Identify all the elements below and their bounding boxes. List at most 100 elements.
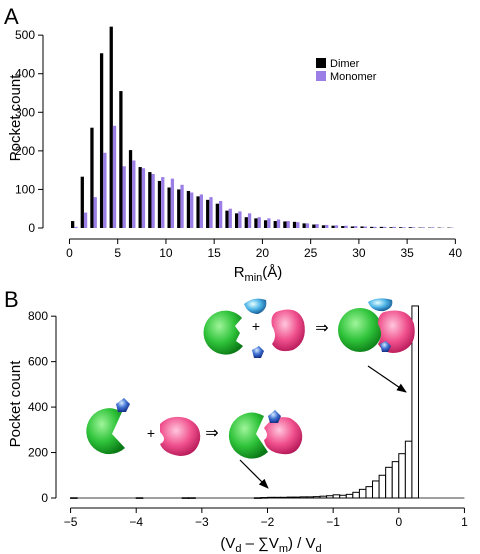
panel-a-xlabel-tail: (Å)	[262, 264, 282, 281]
histogram-bar	[332, 494, 341, 499]
panel-a-legend: Dimer Monomer	[316, 58, 377, 83]
reaction-arrow: ⇒	[315, 320, 328, 337]
histogram-bar	[378, 474, 387, 499]
x-tick-label: 15	[207, 246, 221, 260]
bar-dimer	[196, 196, 200, 228]
bar-dimer	[167, 187, 171, 228]
bar-monomer	[431, 227, 435, 228]
bar-monomer	[83, 212, 88, 228]
bar-dimer	[360, 226, 364, 228]
histogram-bar	[404, 440, 413, 499]
plus-sign: +	[252, 318, 260, 334]
x-tick-label: 40	[449, 246, 463, 260]
bar-monomer	[421, 227, 425, 228]
bar-dimer	[128, 150, 133, 228]
pink-monomer-shape-lower	[160, 416, 201, 456]
panel-b-xlabel-mid: – ∑V	[241, 535, 278, 552]
panel-b: B Pocket count 0 200 400 600 800 −5 −4 −3 −2 −1 0 1…	[4, 287, 468, 554]
bar-dimer	[399, 227, 403, 228]
histogram-bar	[365, 486, 374, 499]
bar-monomer	[257, 217, 261, 228]
green-monomer-cleft	[86, 408, 125, 455]
pointer-arrow-lower	[239, 459, 269, 489]
blue-ligand-shape-lower	[116, 398, 130, 412]
bar-monomer	[209, 197, 213, 228]
panel-b-bars	[70, 305, 465, 499]
cyan-ligand-shape	[244, 298, 267, 314]
panel-b-ylabel: Pocket count	[7, 360, 24, 448]
bar-monomer	[93, 197, 97, 228]
bar-monomer	[296, 222, 300, 228]
x-tick-label: 1	[461, 515, 468, 529]
bar-dimer	[109, 26, 113, 228]
bar-monomer	[141, 168, 146, 228]
y-tick-label: 600	[28, 355, 48, 369]
bar-dimer	[331, 225, 335, 228]
bar-dimer	[119, 91, 123, 228]
cyan-ligand-bound	[368, 298, 393, 312]
bar-dimer	[283, 221, 287, 228]
y-tick-label: 0	[41, 491, 48, 505]
bar-monomer	[286, 221, 290, 228]
y-tick-label: 400	[28, 400, 48, 414]
panel-a-xlabel: Rmin(Å)	[234, 264, 283, 284]
x-tick-label: −4	[129, 515, 143, 529]
panel-a-axes: 0 100 200 300 400 500 0 5 10 15 20 25 30 35 40	[15, 28, 462, 260]
y-tick-label: 200	[15, 144, 35, 158]
bar-monomer	[325, 224, 329, 228]
y-tick-label: 400	[15, 67, 35, 81]
x-tick-label: −5	[64, 515, 78, 529]
bar-dimer	[235, 213, 239, 228]
schematic-dimer-formation: + ⇒	[203, 298, 415, 393]
bar-monomer	[132, 160, 136, 228]
bar-monomer	[276, 219, 281, 228]
bar-monomer	[161, 177, 165, 228]
bar-dimer	[379, 226, 383, 228]
panel-b-xlabel-sub3: d	[316, 543, 322, 554]
bar-dimer	[157, 180, 162, 228]
x-tick-label: 35	[400, 246, 414, 260]
pink-monomer-bound-lower	[264, 417, 303, 455]
panel-a-ylabel: Pocket count	[7, 74, 24, 162]
plus-sign-lower: +	[147, 425, 155, 441]
bar-dimer	[292, 221, 297, 228]
panel-b-label: B	[4, 287, 19, 312]
bar-monomer	[402, 227, 406, 228]
bar-monomer	[190, 192, 194, 228]
bar-monomer	[392, 226, 396, 228]
y-tick-label: 500	[15, 28, 35, 42]
bar-monomer	[180, 184, 184, 228]
green-monomer-bound	[338, 308, 382, 352]
bar-dimer	[302, 223, 306, 228]
green-monomer-cleft-bound	[228, 412, 268, 459]
blue-ligand-bound-lower	[268, 410, 281, 423]
bar-dimer	[341, 226, 345, 228]
bar-dimer	[138, 167, 142, 228]
bar-monomer	[112, 125, 117, 228]
panel-a-label: A	[4, 4, 19, 29]
bar-monomer	[383, 226, 387, 228]
bar-dimer	[389, 227, 393, 228]
y-tick-label: 800	[28, 309, 48, 323]
panel-a-xlabel-main: R	[234, 264, 245, 281]
histogram-bar	[352, 491, 360, 499]
bar-dimer	[177, 189, 181, 228]
bar-dimer	[312, 224, 316, 228]
bar-dimer	[350, 226, 355, 228]
bar-monomer	[363, 226, 367, 228]
bar-dimer	[408, 227, 412, 228]
bar-monomer	[344, 225, 348, 228]
blue-ligand-bound	[380, 341, 391, 352]
bar-dimer	[225, 210, 229, 228]
bar-dimer	[90, 127, 94, 228]
bar-dimer	[148, 172, 152, 228]
bar-dimer	[254, 218, 258, 228]
bar-dimer	[186, 190, 191, 228]
panel-a-xlabel-sub: min	[245, 272, 263, 284]
x-tick-label: −3	[195, 515, 209, 529]
panel-b-axes: 0 200 400 600 800 −5 −4 −3 −2 −1 0 1	[28, 309, 468, 529]
panel-b-xlabel-a: (V	[220, 535, 235, 552]
bar-dimer	[80, 176, 84, 228]
y-tick-label: 100	[15, 182, 35, 196]
histogram-bar	[339, 494, 347, 499]
